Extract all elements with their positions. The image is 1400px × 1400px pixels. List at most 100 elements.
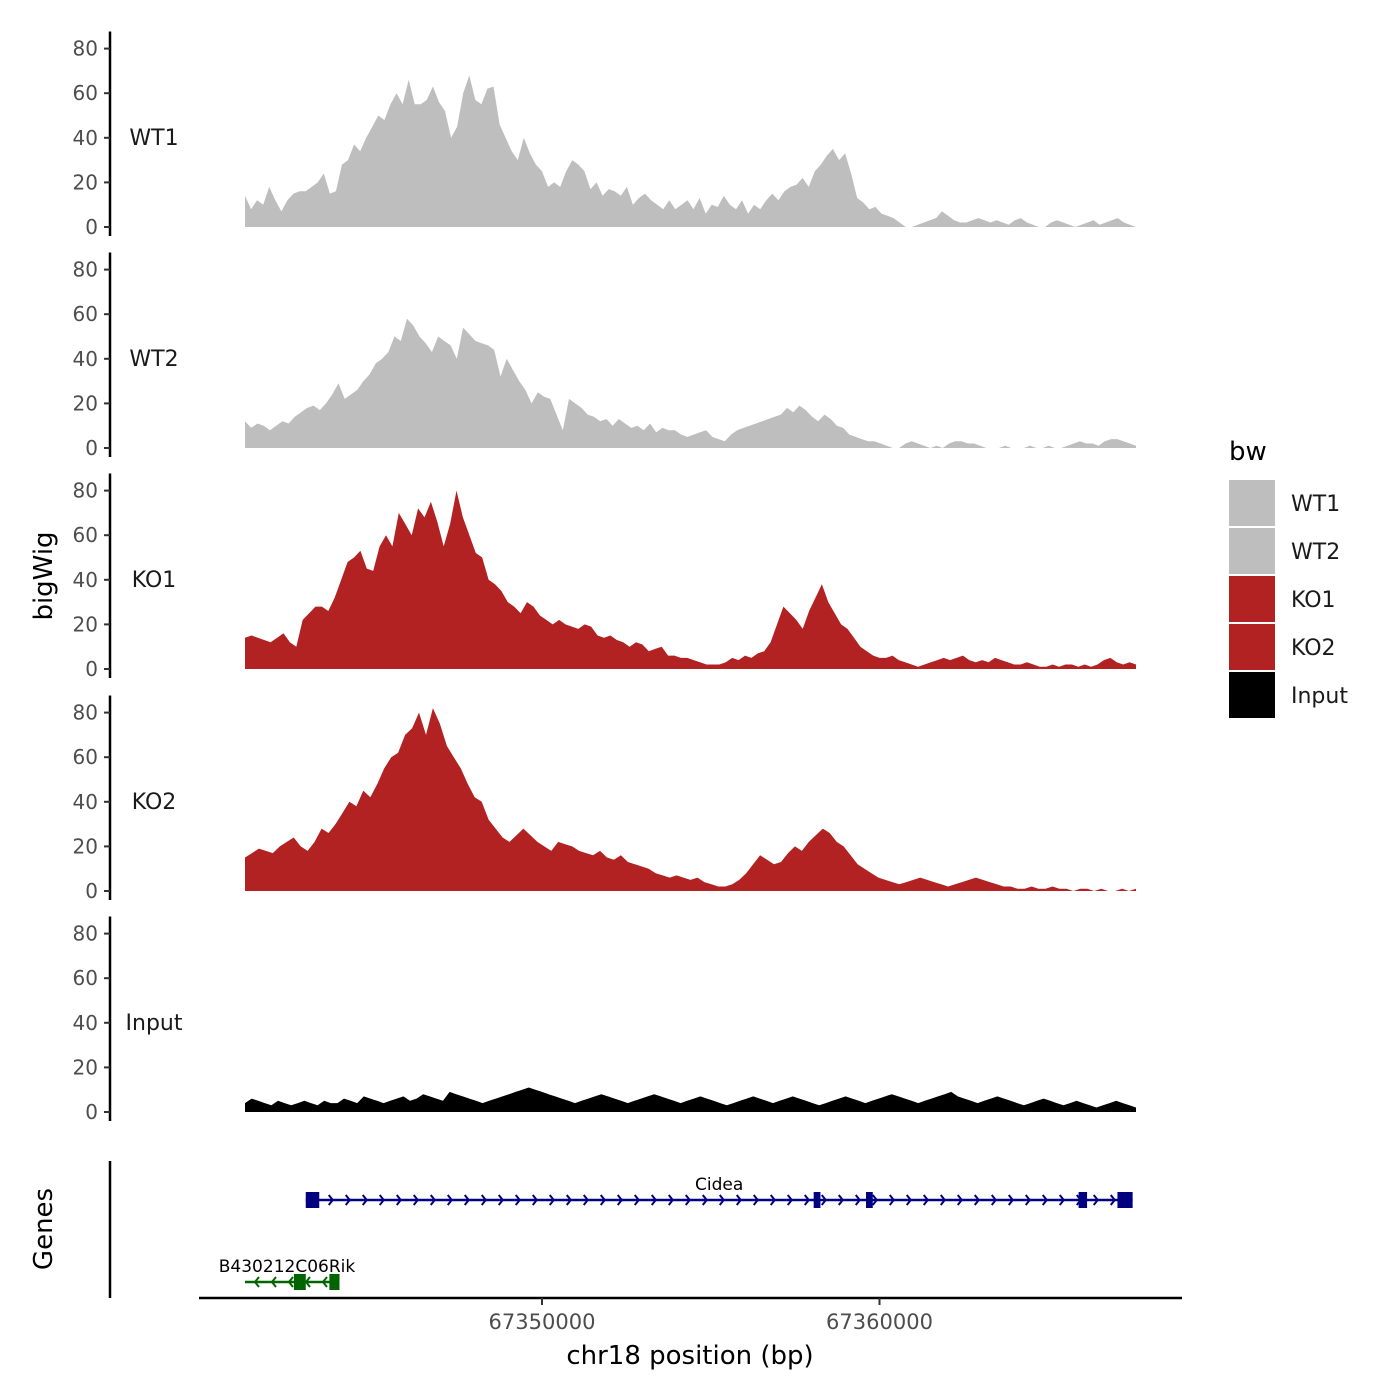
x-tick-label: 67350000 xyxy=(489,1310,596,1334)
track-label: Input xyxy=(126,1011,183,1036)
strand-arrow xyxy=(582,1194,590,1206)
gene-cidea: Cidea xyxy=(305,1175,1133,1208)
strand-arrow xyxy=(905,1194,913,1206)
legend-swatch xyxy=(1229,624,1275,670)
strand-arrow xyxy=(956,1194,964,1206)
legend: WT1 WT2 KO1 KO2 Input xyxy=(1229,480,1348,718)
gene-b430212c06rik: B430212C06Rik xyxy=(219,1257,356,1290)
gene-exon xyxy=(1117,1192,1133,1208)
legend-swatch xyxy=(1229,576,1275,622)
legend-swatch xyxy=(1229,672,1275,718)
track-area-input xyxy=(245,1087,1136,1112)
strand-arrow xyxy=(854,1194,862,1206)
strand-arrow xyxy=(327,1194,335,1206)
strand-arrow xyxy=(270,1276,277,1288)
y-tick-label: 40 xyxy=(73,1011,98,1035)
strand-arrow xyxy=(548,1194,556,1206)
y-tick-label: 80 xyxy=(73,922,98,946)
y-tick-label: 60 xyxy=(73,523,98,547)
strand-arrow xyxy=(973,1194,981,1206)
y-tick-label: 20 xyxy=(73,170,98,194)
y-tick-label: 60 xyxy=(73,81,98,105)
gene-name: B430212C06Rik xyxy=(219,1257,356,1277)
strand-arrow xyxy=(412,1194,420,1206)
track-panel-wt1: 0 20 40 60 80 WT1 xyxy=(73,31,1136,239)
genes-axis-title: Genes xyxy=(29,1188,59,1270)
strand-arrow xyxy=(599,1194,607,1206)
strand-arrow xyxy=(667,1194,675,1206)
track-panel-ko1: 0 20 40 60 80 KO1 xyxy=(73,473,1136,681)
y-tick-label: 20 xyxy=(73,612,98,636)
strand-arrow xyxy=(990,1194,998,1206)
strand-arrow xyxy=(321,1276,328,1288)
strand-arrow xyxy=(803,1194,811,1206)
y-tick-label: 40 xyxy=(73,790,98,814)
legend-item-input: Input xyxy=(1229,672,1348,718)
track-panel-input: 0 20 40 60 80 Input xyxy=(73,916,1136,1124)
legend-label: KO1 xyxy=(1291,588,1336,613)
strand-arrow xyxy=(871,1194,879,1206)
y-tick-label: 20 xyxy=(73,1055,98,1079)
strand-arrow xyxy=(344,1194,352,1206)
genes-panel: Cidea B430212C06Rik xyxy=(108,1161,1133,1298)
strand-arrow xyxy=(786,1194,794,1206)
y-axis-title: bigWig xyxy=(29,531,59,620)
y-tick-label: 60 xyxy=(73,966,98,990)
strand-arrow xyxy=(633,1194,641,1206)
track-panel-wt2: 0 20 40 60 80 WT2 xyxy=(73,252,1136,460)
y-tick-label: 0 xyxy=(85,879,98,903)
strand-arrow xyxy=(1024,1194,1032,1206)
strand-arrow xyxy=(888,1194,896,1206)
y-tick-label: 0 xyxy=(85,1100,98,1124)
y-tick-label: 80 xyxy=(73,258,98,282)
strand-arrow xyxy=(480,1194,488,1206)
strand-arrow xyxy=(304,1276,311,1288)
y-tick-label: 40 xyxy=(73,126,98,150)
legend-label: KO2 xyxy=(1291,636,1336,661)
y-tick-label: 20 xyxy=(73,391,98,415)
strand-arrow xyxy=(497,1194,505,1206)
x-tick-label: 67360000 xyxy=(826,1310,933,1334)
y-tick-label: 20 xyxy=(73,834,98,858)
strand-arrow xyxy=(565,1194,573,1206)
y-tick-label: 40 xyxy=(73,568,98,592)
strand-arrow xyxy=(463,1194,471,1206)
strand-arrow xyxy=(531,1194,539,1206)
strand-arrow xyxy=(769,1194,777,1206)
legend-item-wt1: WT1 xyxy=(1229,480,1340,526)
track-area-wt2 xyxy=(245,318,1136,448)
legend-label: Input xyxy=(1291,684,1348,709)
x-axis-title: chr18 position (bp) xyxy=(566,1341,813,1371)
strand-arrow xyxy=(1007,1194,1015,1206)
strand-arrow xyxy=(820,1194,828,1206)
track-label: WT2 xyxy=(129,347,178,372)
gene-exon xyxy=(293,1274,306,1290)
gene-exon xyxy=(1078,1192,1088,1208)
y-tick-label: 80 xyxy=(73,37,98,61)
gene-exon xyxy=(305,1192,320,1208)
strand-arrow xyxy=(395,1194,403,1206)
strand-arrow xyxy=(429,1194,437,1206)
gene-exon xyxy=(866,1192,873,1208)
track-area-ko1 xyxy=(245,490,1136,669)
strand-arrow xyxy=(684,1194,692,1206)
y-tick-label: 60 xyxy=(73,302,98,326)
strand-arrow xyxy=(253,1276,260,1288)
y-tick-label: 60 xyxy=(73,745,98,769)
strand-arrow xyxy=(616,1194,624,1206)
strand-arrow xyxy=(735,1194,743,1206)
legend-swatch xyxy=(1229,528,1275,574)
track-panel-ko2: 0 20 40 60 80 KO2 xyxy=(73,695,1136,903)
y-tick-label: 80 xyxy=(73,701,98,725)
y-tick-label: 0 xyxy=(85,215,98,239)
strand-arrow xyxy=(1041,1194,1049,1206)
track-area-ko2 xyxy=(245,708,1136,891)
strand-arrow xyxy=(1092,1194,1100,1206)
strand-arrow xyxy=(1109,1194,1117,1206)
strand-arrow xyxy=(718,1194,726,1206)
strand-arrow xyxy=(287,1276,294,1288)
legend-item-ko1: KO1 xyxy=(1229,576,1336,622)
x-axis: 67350000 67360000 xyxy=(199,1296,1182,1334)
gene-name: Cidea xyxy=(695,1175,743,1195)
